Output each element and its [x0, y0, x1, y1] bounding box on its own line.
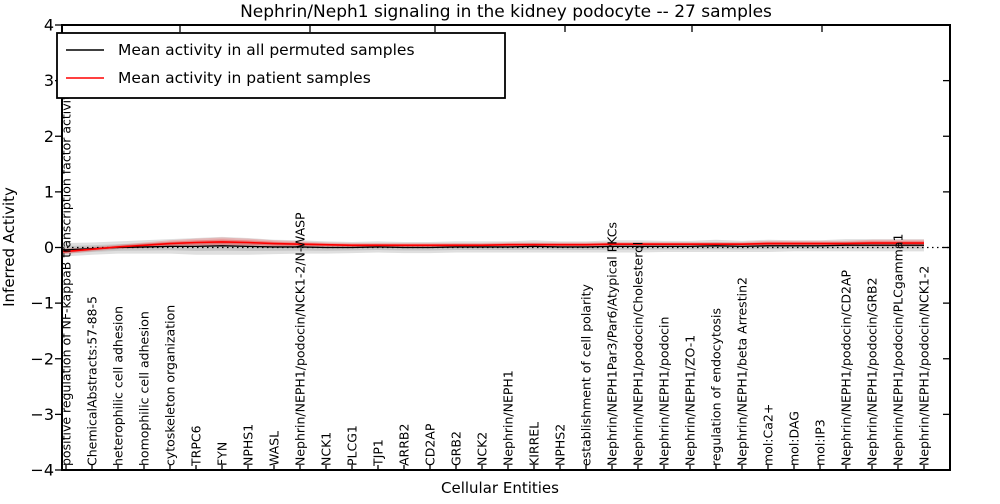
- x-tick-label: regulation of endocytosis: [709, 308, 724, 466]
- x-tick-label: Nephrin/NEPH1/podocin: [657, 317, 672, 466]
- x-tick-label: ARRB2: [397, 424, 412, 466]
- permuted-mean-line: [62, 244, 924, 251]
- y-tick-label: 4: [44, 16, 54, 35]
- y-tick-label: 3: [44, 71, 54, 90]
- x-tick-label: cytoskeleton organization: [163, 305, 178, 466]
- x-tick-label: Nephrin/NEPH1/podocin/NCK1-2: [917, 266, 932, 466]
- x-tick-label: Nephrin/NEPH1/podocin/Cholesterol: [631, 242, 646, 466]
- patient-mean-line: [62, 241, 924, 253]
- x-tick-label: WASL: [267, 431, 282, 466]
- x-tick-label: NCK2: [475, 432, 490, 466]
- y-tick-label: −2: [30, 349, 54, 368]
- x-axis-label: Cellular Entities: [441, 479, 559, 497]
- y-axis-label: Inferred Activity: [0, 187, 18, 307]
- legend-label-permuted: Mean activity in all permuted samples: [118, 41, 415, 59]
- x-tick-label: mol:DAG: [787, 411, 802, 466]
- x-tick-label: ChemicalAbstracts:57-88-5: [85, 296, 100, 466]
- x-tick-label: KIRREL: [527, 422, 542, 466]
- legend-label-patient: Mean activity in patient samples: [118, 69, 371, 87]
- y-tick-label: −4: [30, 461, 54, 480]
- x-tick-label: NPHS1: [241, 424, 256, 466]
- x-tick-label: Nephrin/NEPH1/beta Arrestin2: [735, 277, 750, 466]
- x-tick-label: mol:IP3: [813, 419, 828, 466]
- x-tick-label: mol:Ca2+: [761, 404, 776, 466]
- x-tick-label: Nephrin/NEPH1: [501, 370, 516, 466]
- x-tick-label: PLCG1: [345, 425, 360, 466]
- x-tick-label: Nephrin/NEPH1/podocin/NCK1-2/N-WASP: [293, 212, 308, 466]
- x-tick-label: positive regulation of NF-kappaB transcr…: [59, 87, 74, 466]
- x-tick-label: NCK1: [319, 432, 334, 466]
- legend: Mean activity in all permuted samples Me…: [56, 32, 506, 99]
- x-tick-label: heterophilic cell adhesion: [111, 306, 126, 466]
- chart-title: Nephrin/Neph1 signaling in the kidney po…: [240, 2, 772, 22]
- y-tick-label: 2: [44, 127, 54, 146]
- x-tick-label: Nephrin/NEPH1/podocin/GRB2: [865, 277, 880, 466]
- y-tick-labels: 4 3 2 1 0 −1 −2 −3 −4: [30, 16, 54, 480]
- plot-area-frame: [61, 24, 951, 471]
- x-tick-label: CD2AP: [423, 423, 438, 466]
- x-tick-label: FYN: [215, 442, 230, 466]
- y-tick-label: 1: [44, 182, 54, 201]
- x-tick-label: Nephrin/NEPH1/podocin/PLCgamma1: [891, 234, 906, 466]
- y-tick-label: −3: [30, 405, 54, 424]
- legend-box: [56, 32, 506, 99]
- x-tick-label: establishment of cell polarity: [579, 284, 594, 466]
- x-tick-label: homophilic cell adhesion: [137, 311, 152, 466]
- y-tick-label: 0: [44, 238, 54, 257]
- x-tick-label: NPHS2: [553, 424, 568, 466]
- x-tick-label: TRPC6: [189, 425, 204, 467]
- series-lines: [62, 241, 924, 253]
- x-tick-label: Nephrin/NEPH1/ZO-1: [683, 335, 698, 466]
- x-tick-label: Nephrin/NEPH1Par3/Par6/Atypical PKCs: [605, 222, 620, 466]
- x-tick-label: GRB2: [449, 431, 464, 466]
- x-tick-label: Nephrin/NEPH1/podocin/CD2AP: [839, 270, 854, 466]
- x-tick-labels: positive regulation of NF-kappaB transcr…: [59, 87, 932, 467]
- band-series-1: [62, 239, 924, 253]
- y-tick-label: −1: [30, 294, 54, 313]
- x-tick-label: TJP1: [371, 439, 386, 467]
